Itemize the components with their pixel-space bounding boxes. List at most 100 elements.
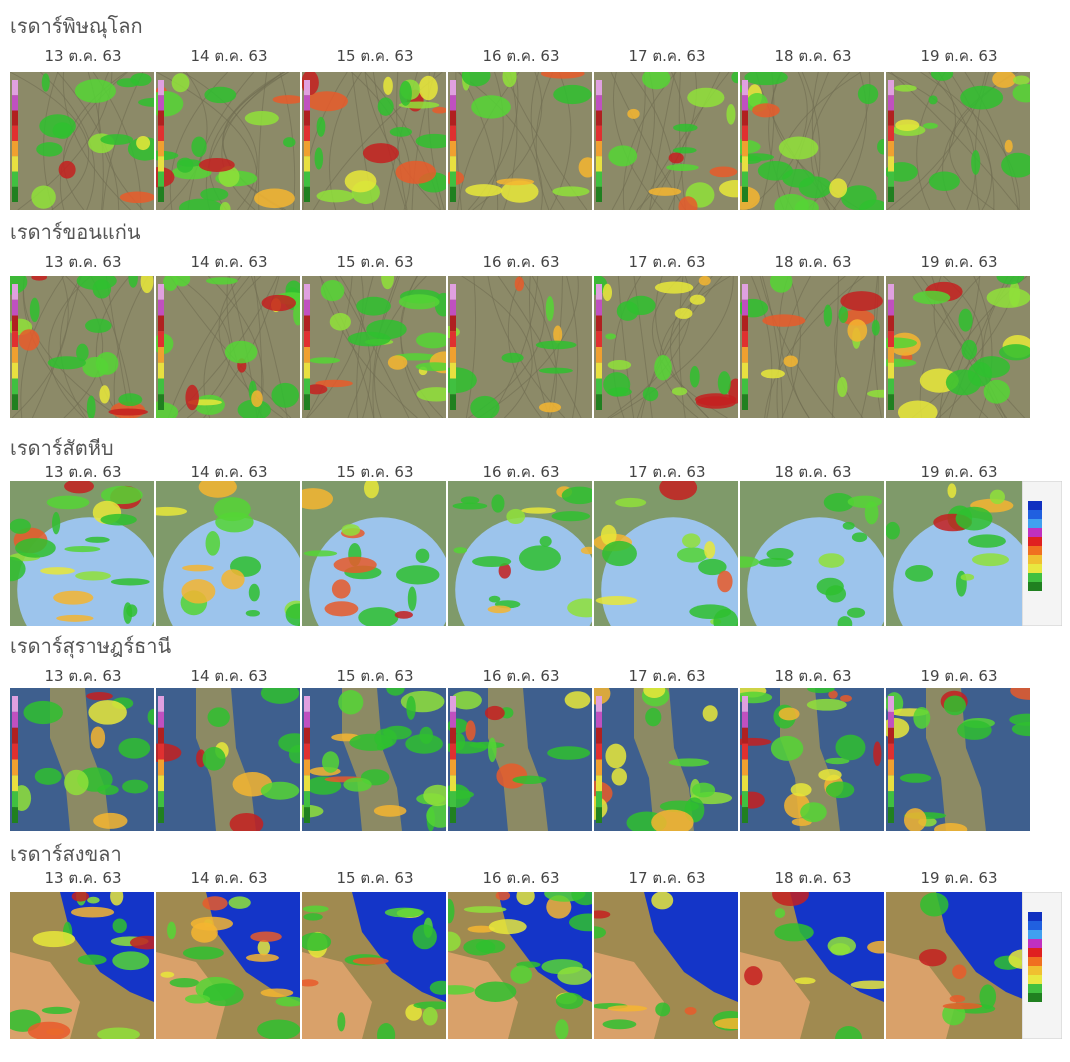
echo xyxy=(726,104,735,125)
echo xyxy=(75,79,116,103)
radar-image xyxy=(10,72,154,210)
color-bar xyxy=(742,172,748,187)
echo xyxy=(956,507,993,531)
legend-swatch xyxy=(1028,966,1042,975)
echo xyxy=(254,189,295,209)
color-bar xyxy=(742,712,748,728)
date-label: 15 ต.ค. 63 xyxy=(302,250,448,274)
echo xyxy=(64,770,88,796)
color-bar xyxy=(596,300,602,316)
echo xyxy=(961,574,974,581)
color-bar xyxy=(888,284,894,300)
echo xyxy=(96,352,119,375)
color-bar xyxy=(596,696,602,712)
color-bar xyxy=(888,156,894,171)
color-bar xyxy=(888,775,894,791)
echo xyxy=(904,808,926,831)
color-bar xyxy=(450,331,456,347)
echo xyxy=(342,524,361,536)
radar-image xyxy=(594,892,738,1039)
color-bar xyxy=(742,379,748,395)
color-bar xyxy=(742,394,748,410)
echo xyxy=(170,978,200,987)
legend-swatch xyxy=(1028,957,1042,966)
echo xyxy=(338,690,363,714)
echo xyxy=(913,291,951,305)
echo xyxy=(30,298,40,322)
echo xyxy=(40,567,75,575)
echo xyxy=(923,123,938,129)
echo xyxy=(395,611,413,619)
legend-swatch xyxy=(1028,528,1042,537)
color-bar xyxy=(158,316,164,332)
echo xyxy=(39,114,76,138)
date-label: 13 ต.ค. 63 xyxy=(10,866,156,890)
echo xyxy=(303,905,329,912)
radar-image xyxy=(302,688,446,831)
echo xyxy=(35,768,62,785)
color-bar xyxy=(742,187,748,202)
echo xyxy=(800,802,827,822)
echo xyxy=(687,88,724,108)
echo xyxy=(779,136,819,159)
echo xyxy=(774,923,814,941)
color-bar xyxy=(596,363,602,379)
color-bar xyxy=(304,80,310,95)
color-bar xyxy=(742,95,748,110)
echo xyxy=(185,994,210,1003)
echo xyxy=(191,137,206,157)
echo xyxy=(873,741,881,766)
echo xyxy=(839,307,849,323)
echo xyxy=(31,185,55,208)
color-bar xyxy=(596,284,602,300)
echo xyxy=(161,972,175,978)
radar-image xyxy=(740,892,884,1039)
color-bar xyxy=(742,791,748,807)
date-label: 16 ต.ค. 63 xyxy=(448,866,594,890)
echo xyxy=(86,692,113,700)
legend-swatch xyxy=(1028,582,1042,591)
echo xyxy=(762,314,805,326)
color-bar xyxy=(304,284,310,300)
radar-image xyxy=(302,276,446,418)
radar-image xyxy=(156,276,300,418)
color-bar xyxy=(450,379,456,395)
page: เรดาร์พิษณุโลก13 ต.ค. 6314 ต.ค. 6315 ต.ค… xyxy=(0,0,1070,1062)
echo xyxy=(968,534,1006,547)
echo xyxy=(396,161,437,184)
color-bar xyxy=(450,80,456,95)
echo xyxy=(791,783,812,796)
radar-image xyxy=(886,276,1030,418)
date-label: 17 ต.ค. 63 xyxy=(594,866,740,890)
color-bar xyxy=(12,791,18,807)
echo xyxy=(519,545,561,570)
color-bar xyxy=(596,172,602,187)
color-bar xyxy=(596,791,602,807)
echo xyxy=(475,981,517,1001)
color-bar xyxy=(888,379,894,395)
color-bar xyxy=(742,284,748,300)
echo xyxy=(167,922,176,939)
echo xyxy=(489,919,527,934)
radar-image xyxy=(302,481,446,626)
echo xyxy=(682,533,700,547)
echo xyxy=(47,496,90,510)
radar-image xyxy=(448,481,592,626)
date-label: 18 ต.ค. 63 xyxy=(740,664,886,688)
radar-image xyxy=(448,72,592,210)
legend-swatch xyxy=(1028,939,1042,948)
echo xyxy=(126,604,137,617)
color-bar xyxy=(742,331,748,347)
echo xyxy=(555,1019,568,1039)
echo xyxy=(643,387,658,401)
color-bar xyxy=(304,111,310,126)
echo xyxy=(185,385,198,411)
color-bar xyxy=(158,111,164,126)
color-bar xyxy=(888,347,894,363)
echo xyxy=(199,158,235,172)
radar-image xyxy=(448,276,592,418)
echo xyxy=(1013,75,1030,84)
echo xyxy=(204,87,236,103)
color-bar xyxy=(742,156,748,171)
radar-image xyxy=(594,72,738,210)
